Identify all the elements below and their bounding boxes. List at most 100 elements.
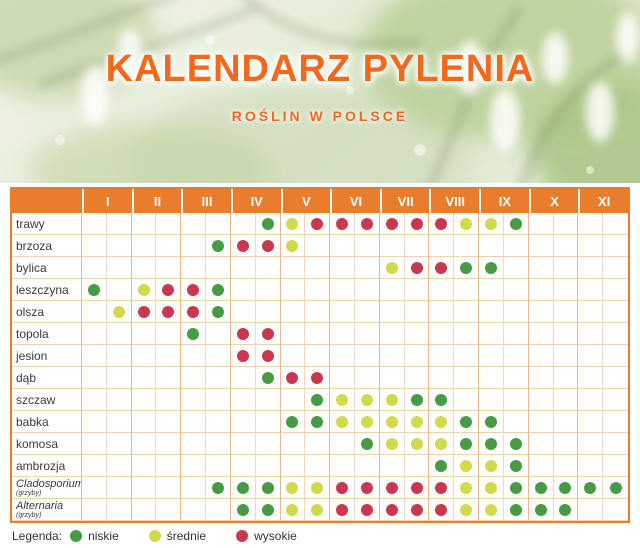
pollen-cell xyxy=(355,213,380,235)
pollen-dot-medium xyxy=(385,437,398,450)
pollen-cell xyxy=(181,301,207,323)
pollen-dot-low xyxy=(484,437,497,450)
pollen-dot-low xyxy=(261,371,274,384)
pollen-dot-high xyxy=(261,327,274,340)
pollen-cell xyxy=(206,477,231,499)
pollen-cell xyxy=(355,235,380,257)
pollen-dot-high xyxy=(286,371,299,384)
pollen-cell xyxy=(82,213,107,235)
plant-label-szczaw: szczaw xyxy=(12,389,82,411)
pollen-cell xyxy=(528,433,554,455)
pollen-cell xyxy=(603,279,628,301)
plant-row-babka: babka xyxy=(12,411,628,433)
month-header-IX: IX xyxy=(479,189,529,213)
pollen-cell xyxy=(230,499,256,521)
pollen-cell xyxy=(379,499,405,521)
pollen-cell xyxy=(479,367,504,389)
legend-item-label: niskie xyxy=(88,529,119,543)
pollen-dot-medium xyxy=(385,415,398,428)
pollen-cell xyxy=(528,389,554,411)
pollen-cell xyxy=(503,257,529,279)
pollen-cell xyxy=(181,477,207,499)
pollen-cell xyxy=(454,367,480,389)
pollen-cell xyxy=(131,345,157,367)
plant-label-topola: topola xyxy=(12,323,82,345)
pollen-cell xyxy=(206,323,231,345)
pollen-cell xyxy=(404,477,430,499)
pollen-dot-medium xyxy=(460,217,473,230)
pollen-cell xyxy=(255,323,281,345)
pollen-dot-low xyxy=(236,481,249,494)
pollen-dot-low xyxy=(211,283,224,296)
plant-label-olsza: olsza xyxy=(12,301,82,323)
pollen-dot-medium xyxy=(336,393,349,406)
pollen-cell xyxy=(404,455,430,477)
pollen-cell xyxy=(479,499,504,521)
pollen-cell xyxy=(578,345,604,367)
pollen-cell xyxy=(379,323,405,345)
pollen-cell xyxy=(379,411,405,433)
pollen-cell xyxy=(330,499,355,521)
pollen-cell xyxy=(528,235,554,257)
pollen-cell xyxy=(454,499,480,521)
pollen-cell xyxy=(280,279,306,301)
pollen-dot-low xyxy=(460,261,473,274)
pollen-cell xyxy=(355,279,380,301)
pollen-cell xyxy=(553,257,579,279)
legend-item-label: średnie xyxy=(166,529,207,543)
plant-row-brzoza: brzoza xyxy=(12,235,628,257)
pollen-dot-low xyxy=(187,327,200,340)
pollen-dot-low xyxy=(261,217,274,230)
plant-label-jesion: jesion xyxy=(12,345,82,367)
pollen-cell xyxy=(479,301,504,323)
pollen-cell xyxy=(578,323,604,345)
pollen-cell xyxy=(280,213,306,235)
pollen-cell xyxy=(553,345,579,367)
pollen-dot-medium xyxy=(137,283,150,296)
pollen-dot-high xyxy=(137,305,150,318)
pollen-cell xyxy=(578,279,604,301)
pollen-cell xyxy=(503,367,529,389)
pollen-dot-high xyxy=(311,371,324,384)
pollen-cell xyxy=(503,499,529,521)
pollen-dot-medium xyxy=(435,415,448,428)
pollen-cell xyxy=(330,279,355,301)
pollen-cell xyxy=(404,433,430,455)
pollen-cell xyxy=(355,499,380,521)
pollen-calendar-table: I II III IV V VI VII VIII IX X XI trawy brzoza bylic… xyxy=(10,187,630,523)
pollen-dot-low xyxy=(211,305,224,318)
pollen-cell xyxy=(553,389,579,411)
legend-label: Legenda: xyxy=(12,529,63,543)
pollen-cell xyxy=(255,345,281,367)
pollen-dot-high xyxy=(435,481,448,494)
pollen-dot-high xyxy=(187,305,200,318)
pollen-cell xyxy=(255,411,281,433)
pollen-cell xyxy=(429,323,455,345)
pollen-cell xyxy=(230,433,256,455)
pollen-cell xyxy=(230,301,256,323)
pollen-cell xyxy=(578,367,604,389)
pollen-cell xyxy=(578,433,604,455)
pollen-cell xyxy=(305,389,331,411)
pollen-dot-high xyxy=(236,349,249,362)
pollen-cell xyxy=(206,433,231,455)
pollen-cell xyxy=(255,499,281,521)
pollen-cell xyxy=(330,301,355,323)
pollen-cell xyxy=(181,433,207,455)
pollen-cell xyxy=(82,477,107,499)
pollen-cell xyxy=(578,213,604,235)
pollen-cell xyxy=(82,433,107,455)
pollen-dot-high xyxy=(187,283,200,296)
pollen-cell xyxy=(355,323,380,345)
plant-row-cladosporium: Cladosporium (grzyby) xyxy=(12,477,628,499)
pollen-cell xyxy=(280,433,306,455)
pollen-cell xyxy=(603,411,628,433)
pollen-cell xyxy=(156,301,182,323)
pollen-cell xyxy=(131,411,157,433)
header-corner-cell xyxy=(12,189,82,213)
plant-label-leszczyna: leszczyna xyxy=(12,279,82,301)
pollen-cell xyxy=(330,213,355,235)
pollen-cell xyxy=(479,323,504,345)
pollen-cell xyxy=(429,411,455,433)
pollen-dot-medium xyxy=(286,239,299,252)
